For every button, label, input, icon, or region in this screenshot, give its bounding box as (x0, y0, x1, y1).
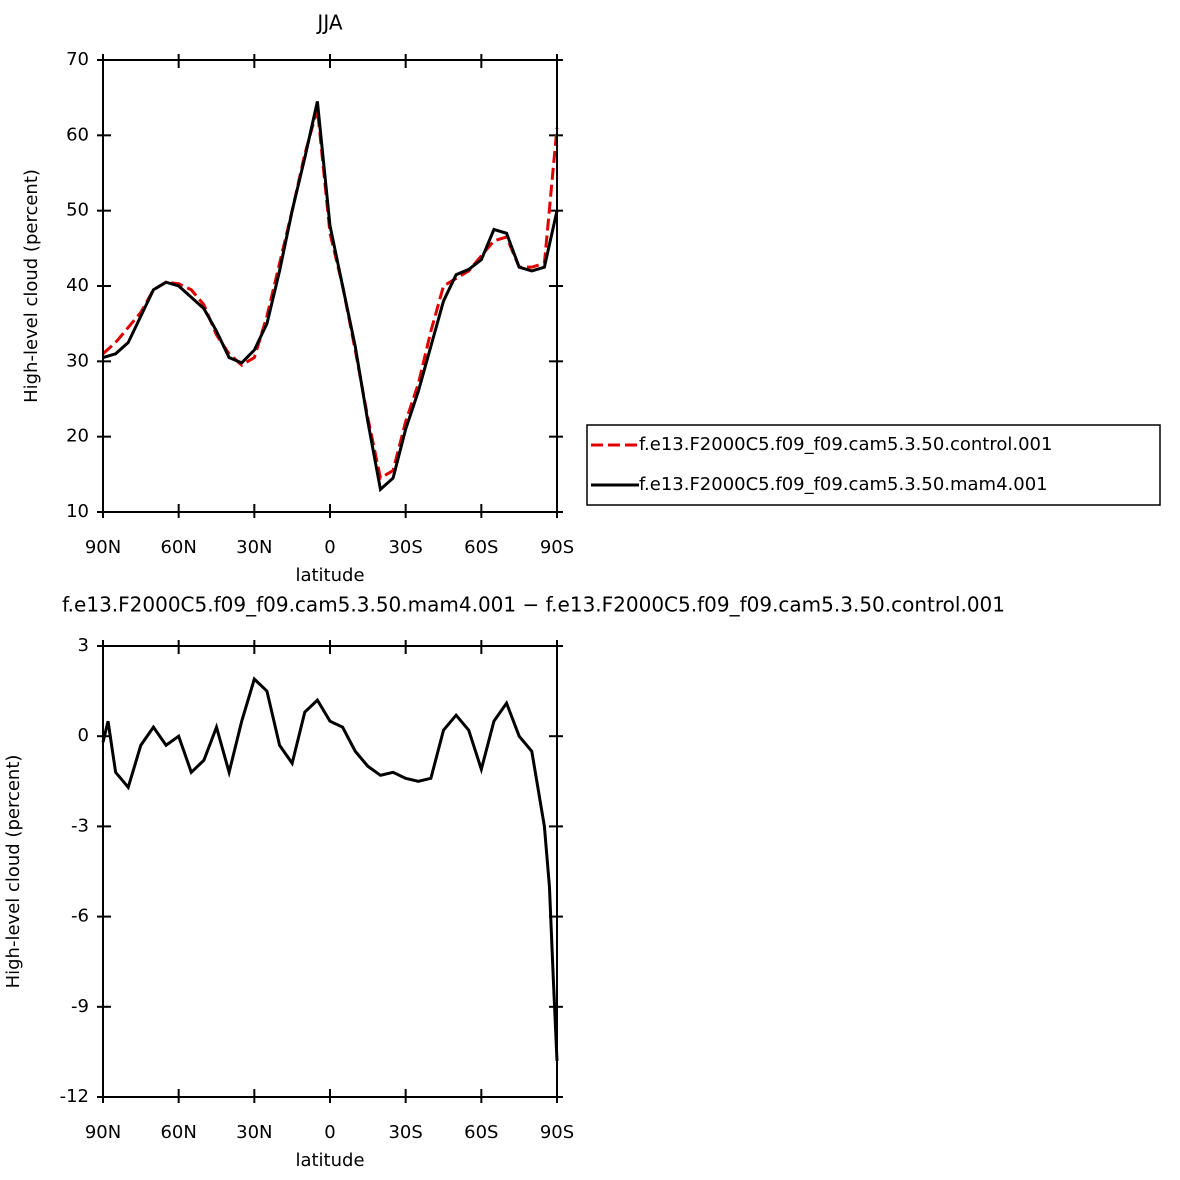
x-tick-label: 90N (85, 1122, 121, 1143)
plot-frame (102, 59, 558, 513)
series-line (101, 108, 559, 481)
legend-label: f.e13.F2000C5.f09_f09.cam5.3.50.control.… (639, 434, 1052, 455)
x-tick-label: 30S (388, 537, 422, 558)
y-tick-label: 0 (78, 725, 89, 746)
chart-title: JJA (315, 11, 342, 35)
x-tick-label: 60N (160, 1122, 196, 1143)
y-tick-label: 30 (66, 350, 89, 371)
y-tick-label: 70 (66, 49, 89, 70)
x-tick-label: 30S (388, 1122, 422, 1143)
y-tick-label: -12 (60, 1086, 89, 1107)
y-tick-label: 20 (66, 426, 89, 447)
x-axis-label: latitude (295, 565, 364, 586)
x-tick-label: 0 (324, 537, 335, 558)
y-tick-label: 3 (78, 635, 89, 656)
chart-title: f.e13.F2000C5.f09_f09.cam5.3.50.mam4.001… (62, 593, 1005, 617)
y-axis-label: High-level cloud (percent) (21, 169, 42, 403)
x-tick-label: 30N (236, 537, 272, 558)
y-tick-label: 40 (66, 275, 89, 296)
series-line (101, 676, 559, 1061)
x-tick-label: 90N (85, 537, 121, 558)
y-axis-label: High-level cloud (percent) (3, 755, 24, 989)
legend-label: f.e13.F2000C5.f09_f09.cam5.3.50.mam4.001 (639, 474, 1048, 495)
series-line (102, 101, 559, 493)
y-tick-label: 60 (66, 124, 89, 145)
y-tick-label: -9 (71, 996, 89, 1017)
y-tick-label: -3 (71, 815, 89, 836)
x-tick-label: 90S (540, 537, 574, 558)
x-tick-label: 60S (464, 1122, 498, 1143)
y-tick-label: -6 (71, 906, 89, 927)
y-tick-label: 10 (66, 501, 89, 522)
legend-box (586, 424, 1161, 506)
plot-frame (102, 645, 558, 1098)
x-tick-label: 30N (236, 1122, 272, 1143)
x-tick-label: 60N (160, 537, 196, 558)
x-axis-label: latitude (295, 1150, 364, 1171)
y-tick-label: 50 (66, 200, 89, 221)
x-tick-label: 60S (464, 537, 498, 558)
x-tick-label: 90S (540, 1122, 574, 1143)
x-tick-label: 0 (324, 1122, 335, 1143)
